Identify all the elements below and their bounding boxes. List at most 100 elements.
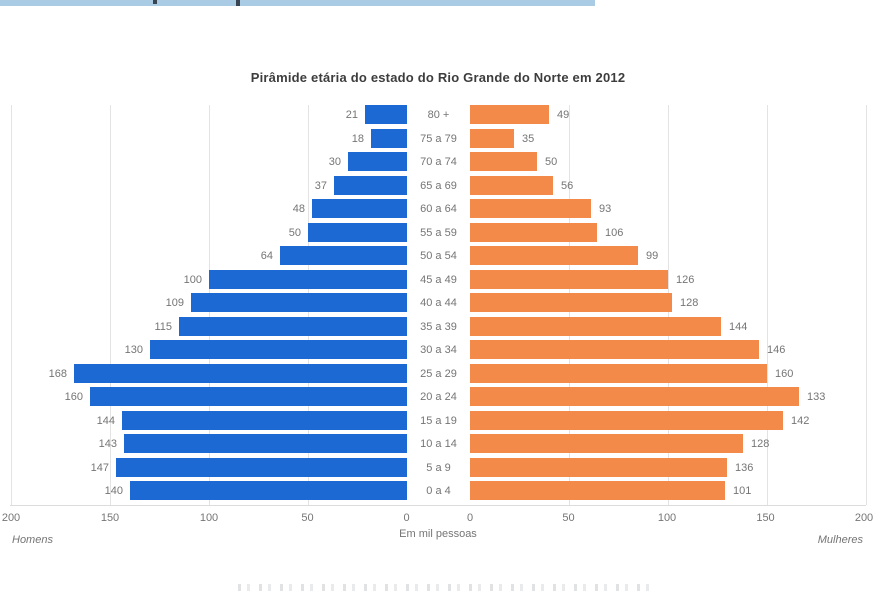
men-series-label: Homens [12,534,53,546]
x-tick-right: 0 [466,512,474,524]
clipped-text-fragment [153,0,157,4]
women-value-label: 50 [545,156,558,168]
men-bar-15a19 [122,411,407,430]
men-bar-75a79 [371,129,407,148]
women-value-label: 126 [676,274,695,286]
men-value-label: 168 [48,368,67,380]
age-group-label: 10 a 14 [420,438,457,450]
x-tick-left: 0 [403,512,410,524]
men-bar-45a49 [209,270,407,289]
chart-title: Pirâmide etária do estado do Rio Grande … [250,70,626,85]
x-tick-right: 50 [562,512,575,524]
age-group-label: 0 a 4 [426,485,451,497]
men-bar-65a69 [334,176,407,195]
men-value-label: 143 [98,438,117,450]
men-plot-area: 21 18 30 37 48 50 64 100 109 115 130 168 160 144 143 14… [10,105,407,505]
women-value-label: 49 [557,109,570,121]
men-value-label: 18 [351,133,364,145]
men-value-label: 144 [96,415,115,427]
women-bar-45a49 [470,270,668,289]
women-value-label: 160 [775,368,794,380]
age-group-label: 35 a 39 [420,321,457,333]
age-group-label: 65 a 69 [420,180,457,192]
gridline [865,105,867,505]
men-value-label: 160 [64,391,83,403]
women-value-label: 133 [807,391,826,403]
gridline [109,105,111,505]
age-group-label: 55 a 59 [420,227,457,239]
men-value-label: 130 [124,344,143,356]
clipped-text-fragment [236,0,240,6]
age-group-label: 70 a 74 [420,156,457,168]
age-group-label: 30 a 34 [420,344,457,356]
x-tick-right: 150 [756,512,775,524]
x-axis-line [10,505,866,506]
men-value-label: 37 [314,180,327,192]
men-bar-50a54 [280,246,407,265]
age-group-axis: 80 + 75 a 79 70 a 74 65 a 69 60 a 64 55 a 59 5… [407,105,470,505]
men-bar-80+ [365,105,407,124]
women-bar-30a34 [470,340,759,359]
women-bar-20a24 [470,387,799,406]
selection-highlight-strip [0,0,595,6]
men-value-label: 115 [154,321,172,333]
men-value-label: 50 [288,227,301,239]
men-value-label: 109 [165,297,184,309]
men-value-label: 147 [90,462,109,474]
men-bar-40a44 [191,293,407,312]
men-bar-0a4 [130,481,407,500]
women-series-label: Mulheres [817,534,863,546]
x-tick-left: 200 [1,512,21,524]
women-value-label: 128 [680,297,699,309]
age-group-label: 60 a 64 [420,203,457,215]
women-bar-65a69 [470,176,553,195]
x-tick-left: 100 [199,512,219,524]
women-bar-15a19 [470,411,783,430]
women-value-label: 146 [767,344,786,356]
men-value-label: 30 [328,156,341,168]
age-group-label: 75 a 79 [420,133,457,145]
men-bar-70a74 [348,152,407,171]
gridline [766,105,768,505]
clipped-next-chart-title [238,584,653,591]
gridline [10,105,12,505]
age-group-label: 80 + [427,109,450,121]
men-bar-55a59 [308,223,407,242]
men-value-label: 100 [183,274,202,286]
women-value-label: 93 [599,203,612,215]
x-axis-title: Em mil pessoas [399,528,477,540]
women-bar-40a44 [470,293,672,312]
women-value-label: 144 [729,321,748,333]
age-group-label: 50 a 54 [420,250,457,262]
women-value-label: 35 [522,133,535,145]
x-tick-right: 100 [657,512,677,524]
age-group-label: 45 a 49 [420,274,457,286]
men-value-label: 48 [292,203,305,215]
age-group-label: 40 a 44 [420,297,457,309]
women-bar-35a39 [470,317,721,336]
x-tick-left: 50 [301,512,314,524]
men-bar-20a24 [90,387,407,406]
women-bar-10a14 [470,434,743,453]
men-bar-25a29 [74,364,407,383]
age-group-label: 20 a 24 [420,391,457,403]
age-group-label: 25 a 29 [420,368,457,380]
women-value-label: 99 [646,250,659,262]
women-plot-area: 49 35 50 56 93 106 99 126 128 144 146 160 133 142 128 1… [470,105,867,505]
age-group-label: 15 a 19 [420,415,457,427]
women-bar-25a29 [470,364,767,383]
women-bar-5a9 [470,458,727,477]
men-bar-5a9 [116,458,407,477]
x-tick-right: 200 [854,512,874,524]
men-bar-10a14 [124,434,407,453]
women-value-label: 142 [791,415,810,427]
women-bar-70a74 [470,152,537,171]
women-value-label: 56 [561,180,574,192]
women-bar-55a59 [470,223,597,242]
men-value-label: 140 [104,485,123,497]
women-bar-75a79 [470,129,514,148]
men-bar-35a39 [179,317,407,336]
women-bar-60a64 [470,199,591,218]
women-value-label: 136 [735,462,754,474]
women-bar-0a4 [470,481,725,500]
